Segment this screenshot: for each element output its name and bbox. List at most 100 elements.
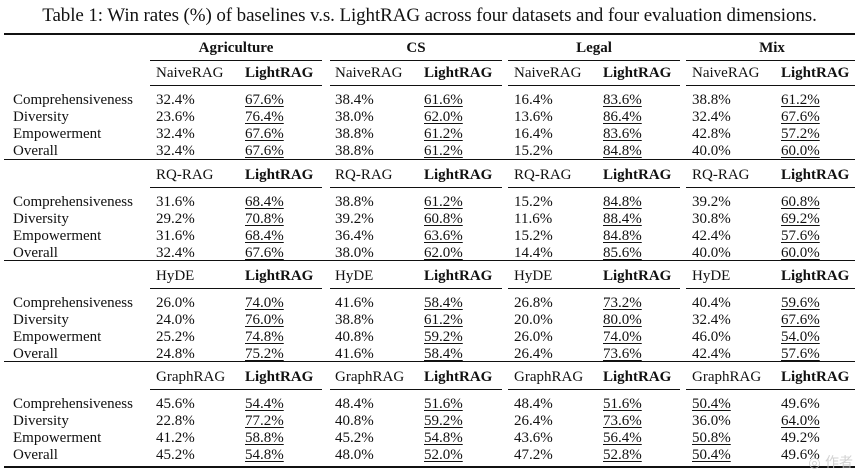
baseline-header: GraphRAG [335,369,405,385]
lightrag-header: LightRAG [245,65,314,81]
metric-label: Overall [13,143,58,159]
baseline-value: 32.4% [156,245,195,261]
metric-label: Comprehensiveness [13,396,133,412]
metric-label: Empowerment [13,228,102,244]
lightrag-value: 75.2% [245,346,284,362]
metric-label: Diversity [13,211,69,227]
lightrag-value: 76.4% [245,109,284,125]
lightrag-value: 77.2% [245,413,284,429]
baseline-header: NaiveRAG [156,65,224,81]
group-rule [330,187,502,188]
baseline-value: 45.2% [156,447,195,463]
baseline-header: HyDE [335,268,374,284]
dataset-header-mix: Mix [759,40,785,56]
lightrag-value: 83.6% [603,92,642,108]
lightrag-value: 58.8% [245,430,284,446]
lightrag-value: 67.6% [245,245,284,261]
lightrag-value: 86.4% [603,109,642,125]
baseline-header: HyDE [156,268,195,284]
lightrag-header: LightRAG [424,268,493,284]
baseline-value: 40.0% [692,245,731,261]
lightrag-value: 61.6% [424,92,463,108]
lightrag-value: 61.2% [424,194,463,210]
baseline-value: 40.4% [692,295,731,311]
lightrag-value: 68.4% [245,194,284,210]
baseline-value: 38.8% [335,194,374,210]
group-rule [508,389,680,390]
baseline-value: 20.0% [514,312,553,328]
baseline-value: 24.8% [156,346,195,362]
baseline-value: 39.2% [335,211,374,227]
metric-label: Comprehensiveness [13,92,133,108]
baseline-header: RQ-RAG [335,167,393,183]
baseline-header: GraphRAG [514,369,584,385]
baseline-value: 40.8% [335,329,374,345]
lightrag-value: 60.8% [424,211,463,227]
baseline-value: 26.0% [514,329,553,345]
lightrag-header: LightRAG [424,65,493,81]
baseline-value: 42.8% [692,126,731,142]
baseline-value: 48.0% [335,447,374,463]
group-rule [150,85,322,86]
lightrag-value: 61.2% [424,143,463,159]
baseline-value: 32.4% [156,143,195,159]
baseline-value: 15.2% [514,194,553,210]
group-rule [686,288,855,289]
baseline-value: 45.2% [335,430,374,446]
baseline-header: HyDE [514,268,553,284]
baseline-value: 16.4% [514,92,553,108]
baseline-value: 30.8% [692,211,731,227]
lightrag-value: 73.6% [603,413,642,429]
baseline-value: 50.4% [692,396,731,412]
block-separator-rule [4,159,855,160]
baseline-value: 43.6% [514,430,553,446]
lightrag-header: LightRAG [781,268,850,284]
dataset-header-agriculture: Agriculture [198,40,274,56]
metric-label: Overall [13,245,58,261]
baseline-header: GraphRAG [692,369,762,385]
lightrag-value: 73.2% [603,295,642,311]
watermark-icon: ◎ 作者 [808,455,853,471]
group-rule [508,85,680,86]
baseline-value: 39.2% [692,194,731,210]
metric-label: Overall [13,346,58,362]
baseline-value: 48.4% [335,396,374,412]
lightrag-value: 59.2% [424,329,463,345]
lightrag-value: 67.6% [245,92,284,108]
baseline-value: 22.8% [156,413,195,429]
baseline-value: 38.0% [335,245,374,261]
table-caption: Table 1: Win rates (%) of baselines v.s.… [42,5,817,26]
baseline-value: 42.4% [692,346,731,362]
lightrag-value: 57.2% [781,126,820,142]
group-rule [686,85,855,86]
lightrag-value: 62.0% [424,245,463,261]
group-rule [150,389,322,390]
lightrag-header: LightRAG [603,167,672,183]
lightrag-value: 54.8% [424,430,463,446]
baseline-value: 36.4% [335,228,374,244]
baseline-value: 26.0% [156,295,195,311]
group-rule [330,389,502,390]
lightrag-value: 52.0% [424,447,463,463]
dataset-rule [686,60,855,61]
lightrag-value: 76.0% [245,312,284,328]
group-rule [686,187,855,188]
baseline-value: 41.6% [335,346,374,362]
metric-label: Overall [13,447,58,463]
lightrag-value: 60.0% [781,245,820,261]
metric-label: Diversity [13,413,69,429]
lightrag-value: 67.6% [245,143,284,159]
baseline-value: 38.8% [335,143,374,159]
baseline-value: 14.4% [514,245,553,261]
lightrag-header: LightRAG [603,268,672,284]
lightrag-value: 49.6% [781,396,820,412]
lightrag-header: LightRAG [245,167,314,183]
dataset-header-cs: CS [406,40,426,56]
baseline-value: 26.4% [514,346,553,362]
baseline-value: 23.6% [156,109,195,125]
lightrag-value: 84.8% [603,194,642,210]
metric-label: Empowerment [13,329,102,345]
lightrag-header: LightRAG [424,369,493,385]
baseline-value: 50.4% [692,447,731,463]
dataset-rule [150,60,322,61]
